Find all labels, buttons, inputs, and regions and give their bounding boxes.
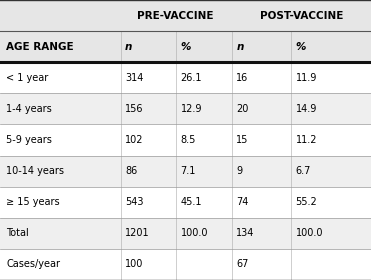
Bar: [0, 124, 371, 156]
Bar: [0, 62, 371, 93]
Text: 14.9: 14.9: [296, 104, 317, 114]
Text: 11.2: 11.2: [296, 135, 317, 145]
Text: 15: 15: [236, 135, 249, 145]
Text: 102: 102: [125, 135, 144, 145]
Bar: [0, 187, 371, 218]
Bar: [0, 31, 371, 62]
Text: 100: 100: [125, 260, 144, 269]
Text: 8.5: 8.5: [181, 135, 196, 145]
Text: AGE RANGE: AGE RANGE: [6, 42, 74, 52]
Text: 74: 74: [236, 197, 249, 207]
Text: 100.0: 100.0: [181, 228, 208, 238]
Text: 314: 314: [125, 73, 144, 83]
Text: %: %: [296, 42, 306, 52]
Text: 16: 16: [236, 73, 249, 83]
Bar: [0, 218, 371, 249]
Text: 1-4 years: 1-4 years: [6, 104, 52, 114]
Text: 1201: 1201: [125, 228, 150, 238]
Bar: [0, 156, 371, 187]
Text: 543: 543: [125, 197, 144, 207]
Bar: [0, 249, 371, 280]
Text: 45.1: 45.1: [181, 197, 202, 207]
Text: 5-9 years: 5-9 years: [6, 135, 52, 145]
Text: n: n: [125, 42, 132, 52]
Text: 9: 9: [236, 166, 243, 176]
Text: Total: Total: [6, 228, 29, 238]
Bar: [0, 93, 371, 124]
Text: 26.1: 26.1: [181, 73, 202, 83]
Bar: [0, 0, 371, 31]
Text: < 1 year: < 1 year: [6, 73, 49, 83]
Text: 100.0: 100.0: [296, 228, 323, 238]
Text: POST-VACCINE: POST-VACCINE: [260, 11, 343, 20]
Text: 6.7: 6.7: [296, 166, 311, 176]
Text: 20: 20: [236, 104, 249, 114]
Text: 11.9: 11.9: [296, 73, 317, 83]
Text: PRE-VACCINE: PRE-VACCINE: [137, 11, 214, 20]
Text: ≥ 15 years: ≥ 15 years: [6, 197, 60, 207]
Text: 156: 156: [125, 104, 144, 114]
Text: 7.1: 7.1: [181, 166, 196, 176]
Text: 12.9: 12.9: [181, 104, 202, 114]
Text: Cases/year: Cases/year: [6, 260, 60, 269]
Text: %: %: [181, 42, 191, 52]
Text: 86: 86: [125, 166, 137, 176]
Text: 10-14 years: 10-14 years: [6, 166, 64, 176]
Text: 55.2: 55.2: [296, 197, 318, 207]
Text: 67: 67: [236, 260, 249, 269]
Text: n: n: [236, 42, 244, 52]
Text: 134: 134: [236, 228, 255, 238]
